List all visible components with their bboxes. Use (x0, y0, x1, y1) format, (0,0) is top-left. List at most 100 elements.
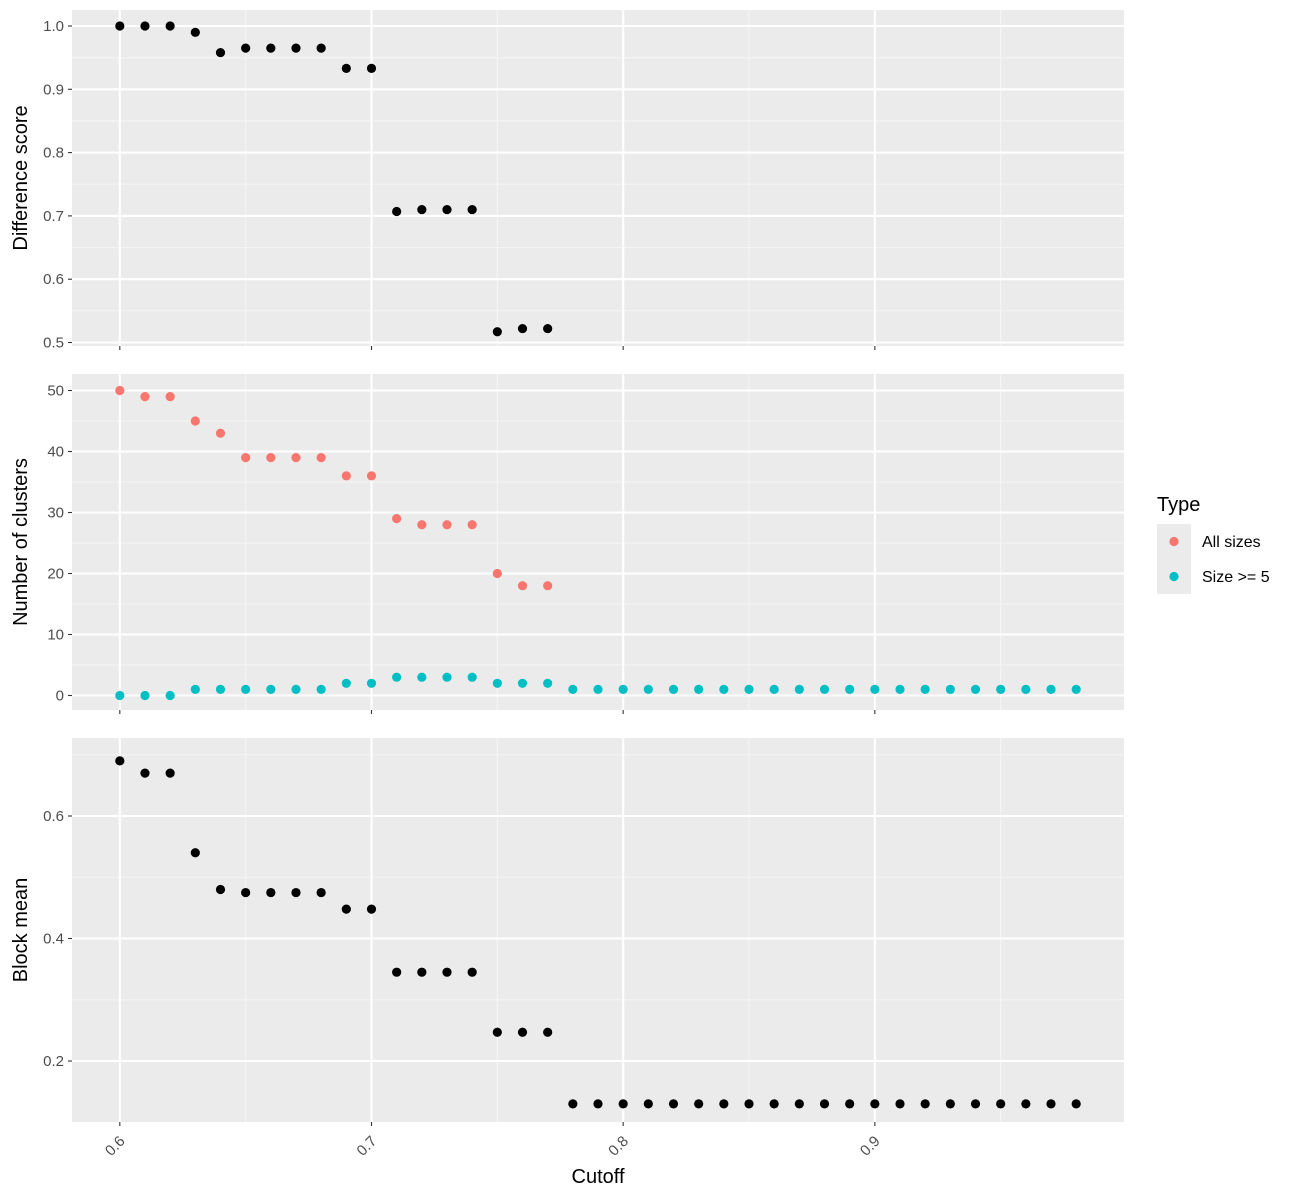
data-point (593, 684, 603, 695)
y-tick-label: 0.6 (43, 808, 64, 825)
data-point (417, 204, 427, 215)
data-point (316, 887, 326, 898)
data-point (568, 684, 578, 695)
data-point (945, 1099, 955, 1109)
data-point (266, 684, 276, 695)
data-point (517, 323, 528, 334)
data-point (442, 672, 452, 682)
data-point (467, 672, 477, 682)
data-point (140, 690, 150, 701)
data-point (870, 1099, 880, 1109)
data-point (643, 1099, 653, 1109)
data-point (895, 684, 905, 695)
data-point (819, 1099, 830, 1109)
y-tick-label: 1.0 (43, 18, 64, 35)
legend-items: All sizes Size >= 5 (1157, 524, 1270, 594)
data-point (668, 684, 679, 695)
data-point (895, 1099, 905, 1109)
x-axis-title: Cutoff (572, 1166, 625, 1188)
data-point (266, 887, 276, 898)
data-point (467, 204, 477, 215)
data-point (593, 1099, 603, 1109)
panel-background (72, 10, 1124, 346)
data-point (417, 520, 427, 530)
data-point (241, 453, 251, 463)
data-point (115, 21, 125, 31)
data-point (165, 21, 175, 31)
data-point (140, 768, 150, 778)
data-point (215, 884, 226, 895)
data-point (920, 1099, 930, 1109)
panel-2: 0 10 20 30 40 50 Number of clusters (10, 374, 1124, 714)
data-point (1071, 1099, 1081, 1109)
y-tick-label: 50 (47, 383, 64, 400)
data-point (215, 47, 226, 58)
data-point (1021, 684, 1031, 695)
panel-background (72, 738, 1124, 1122)
data-point (316, 43, 326, 53)
data-point (190, 416, 200, 426)
data-point (115, 385, 125, 396)
data-point (190, 848, 200, 858)
data-point (492, 327, 502, 337)
data-point (241, 684, 251, 695)
data-point (341, 63, 351, 74)
data-point (190, 684, 200, 695)
data-point (140, 21, 150, 31)
data-point (241, 887, 251, 898)
data-point (543, 678, 553, 688)
data-point (694, 684, 704, 695)
data-point (165, 690, 175, 701)
data-point (618, 1099, 628, 1109)
data-point (719, 684, 729, 695)
y-tick-label: 30 (47, 505, 64, 522)
panel-1: 0.5 0.6 0.7 0.8 0.9 1.0 Difference score (10, 10, 1124, 352)
panel-3: 0.2 0.4 0.6 Block mean 0.6 0.7 0.8 0.9 (10, 738, 1124, 1160)
y-tick-label: 0.7 (43, 208, 64, 225)
data-point (316, 453, 326, 463)
data-point (819, 684, 830, 695)
data-point (492, 568, 502, 579)
data-point (517, 1027, 528, 1037)
data-point (970, 1099, 981, 1109)
data-point (266, 453, 276, 463)
legend-key-swatch (1169, 536, 1179, 547)
data-point (945, 684, 955, 695)
legend-title: Type (1157, 494, 1200, 516)
data-point (794, 1099, 804, 1109)
data-point (291, 887, 301, 898)
data-point (341, 471, 351, 481)
data-point (694, 1099, 704, 1109)
series-1 (115, 756, 1081, 1109)
data-point (291, 43, 301, 53)
data-point (341, 904, 351, 914)
x-tick-label: 0.9 (857, 1133, 884, 1160)
legend-label: All sizes (1202, 534, 1261, 551)
data-point (442, 967, 452, 977)
data-point (392, 206, 402, 217)
y-axis-title: Block mean (10, 878, 32, 983)
data-point (517, 678, 528, 688)
panel-background (72, 374, 1124, 710)
data-point (165, 392, 175, 402)
data-point (870, 684, 880, 695)
y-tick-label: 0.6 (43, 271, 64, 288)
data-point (1021, 1099, 1031, 1109)
data-point (165, 768, 175, 778)
data-point (543, 581, 553, 591)
data-point (392, 514, 402, 524)
data-point (744, 684, 754, 695)
y-tick-label: 0.5 (43, 335, 64, 352)
data-point (366, 678, 377, 688)
data-point (794, 684, 804, 695)
data-point (291, 453, 301, 463)
data-point (543, 323, 553, 334)
data-point (769, 684, 779, 695)
legend-item: All sizes (1157, 524, 1261, 559)
data-point (517, 581, 528, 591)
series-1 (115, 21, 553, 337)
data-point (366, 904, 377, 914)
data-point (115, 690, 125, 701)
data-point (115, 756, 125, 766)
